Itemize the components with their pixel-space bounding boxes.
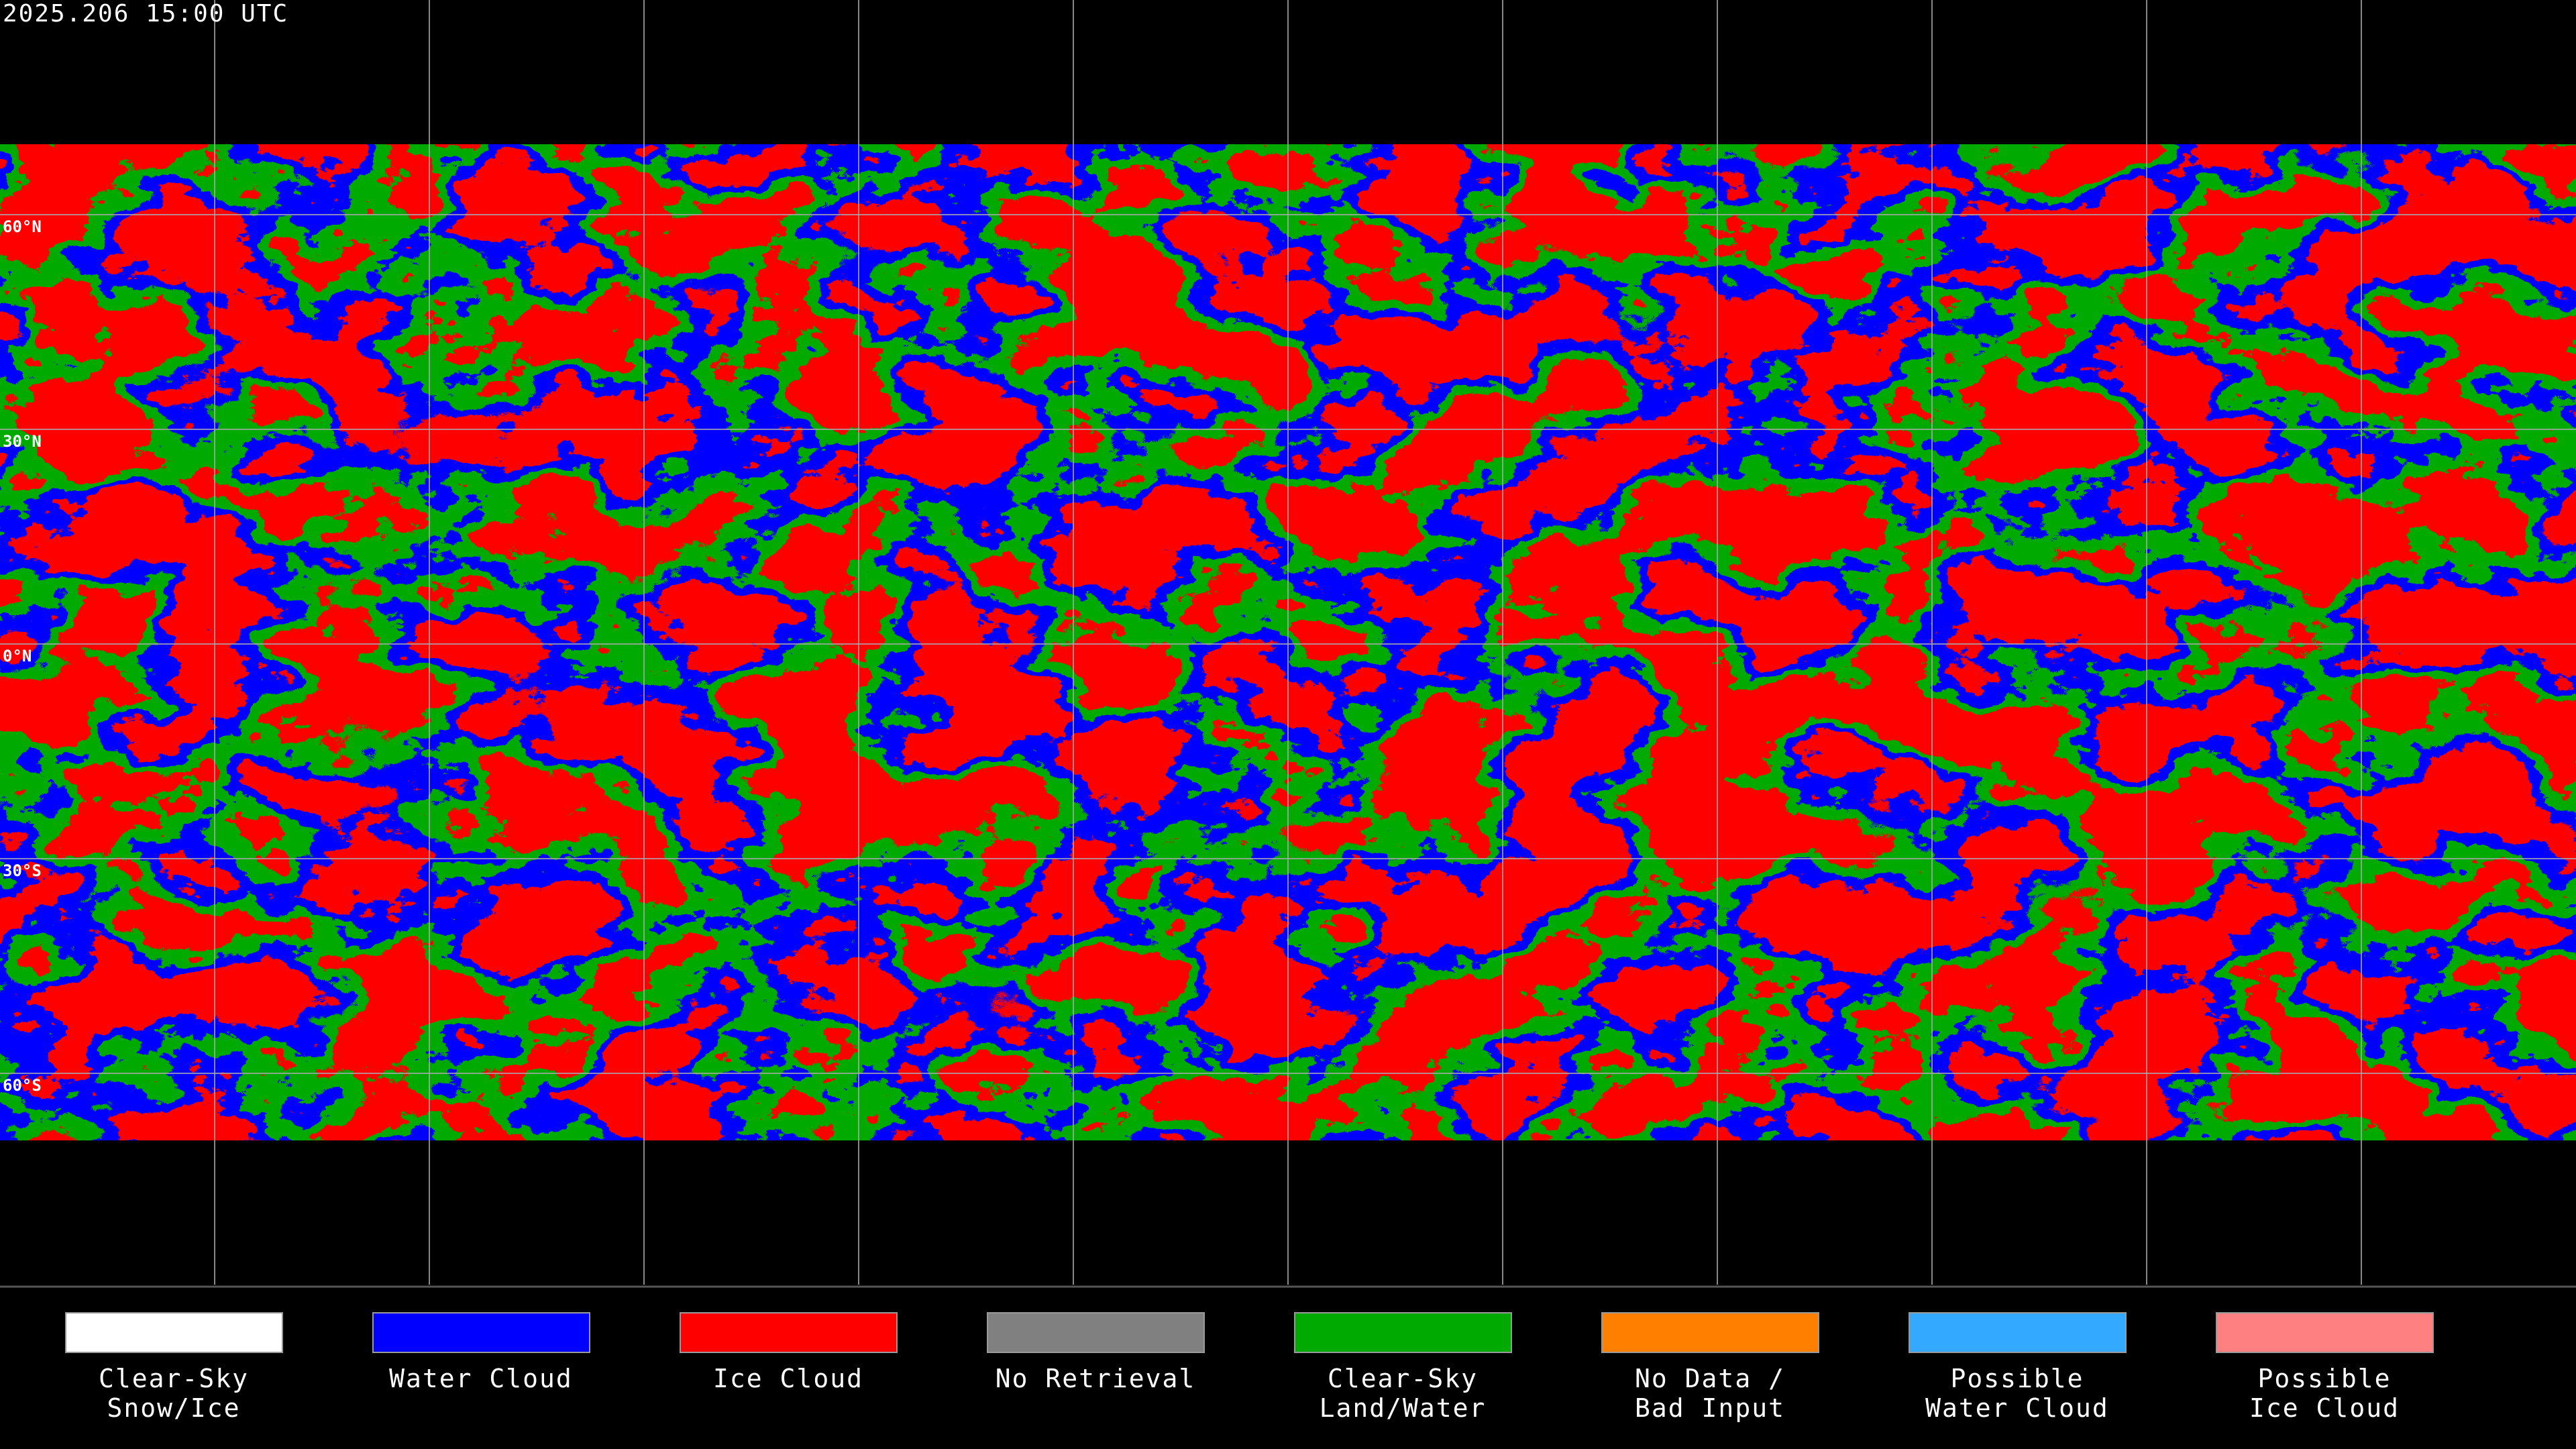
legend-label: Clear-Sky xyxy=(1328,1364,1478,1393)
legend-swatch xyxy=(1909,1312,2127,1353)
legend-label: Bad Input xyxy=(1635,1393,1785,1423)
legend-label: Ice Cloud xyxy=(713,1364,863,1393)
lat-label: 0°N xyxy=(3,647,32,665)
legend-swatch xyxy=(680,1312,898,1353)
legend-swatch xyxy=(1601,1312,1819,1353)
legend-label: Water Cloud xyxy=(389,1364,573,1393)
lat-labels: 60°N 30°N 0°N 30°S 60°S xyxy=(3,217,42,1095)
legend-label: Land/Water xyxy=(1320,1393,1487,1423)
lat-label: 60°N xyxy=(3,217,42,236)
legend-swatch xyxy=(2216,1312,2434,1353)
legend-swatch xyxy=(987,1312,1205,1353)
legend-swatch xyxy=(1294,1312,1512,1353)
graticule xyxy=(0,0,2576,1285)
legend-label: No Data / xyxy=(1635,1364,1785,1393)
legend-swatch xyxy=(372,1312,590,1353)
legend-label: Possible xyxy=(2257,1364,2391,1393)
legend-label: Possible xyxy=(1950,1364,2084,1393)
legend-label: No Retrieval xyxy=(996,1364,1196,1393)
legend-label: Water Cloud xyxy=(1925,1393,2109,1423)
lat-label: 30°S xyxy=(3,861,42,880)
legend-swatch xyxy=(65,1312,283,1353)
legend-label: Clear-Sky xyxy=(99,1364,249,1393)
lat-label: 30°N xyxy=(3,432,42,451)
legend-label: Ice Cloud xyxy=(2249,1393,2400,1423)
legend-label: Snow/Ice xyxy=(107,1393,240,1423)
timestamp: 2025.206 15:00 UTC xyxy=(3,0,288,28)
lat-label: 60°S xyxy=(3,1076,42,1095)
